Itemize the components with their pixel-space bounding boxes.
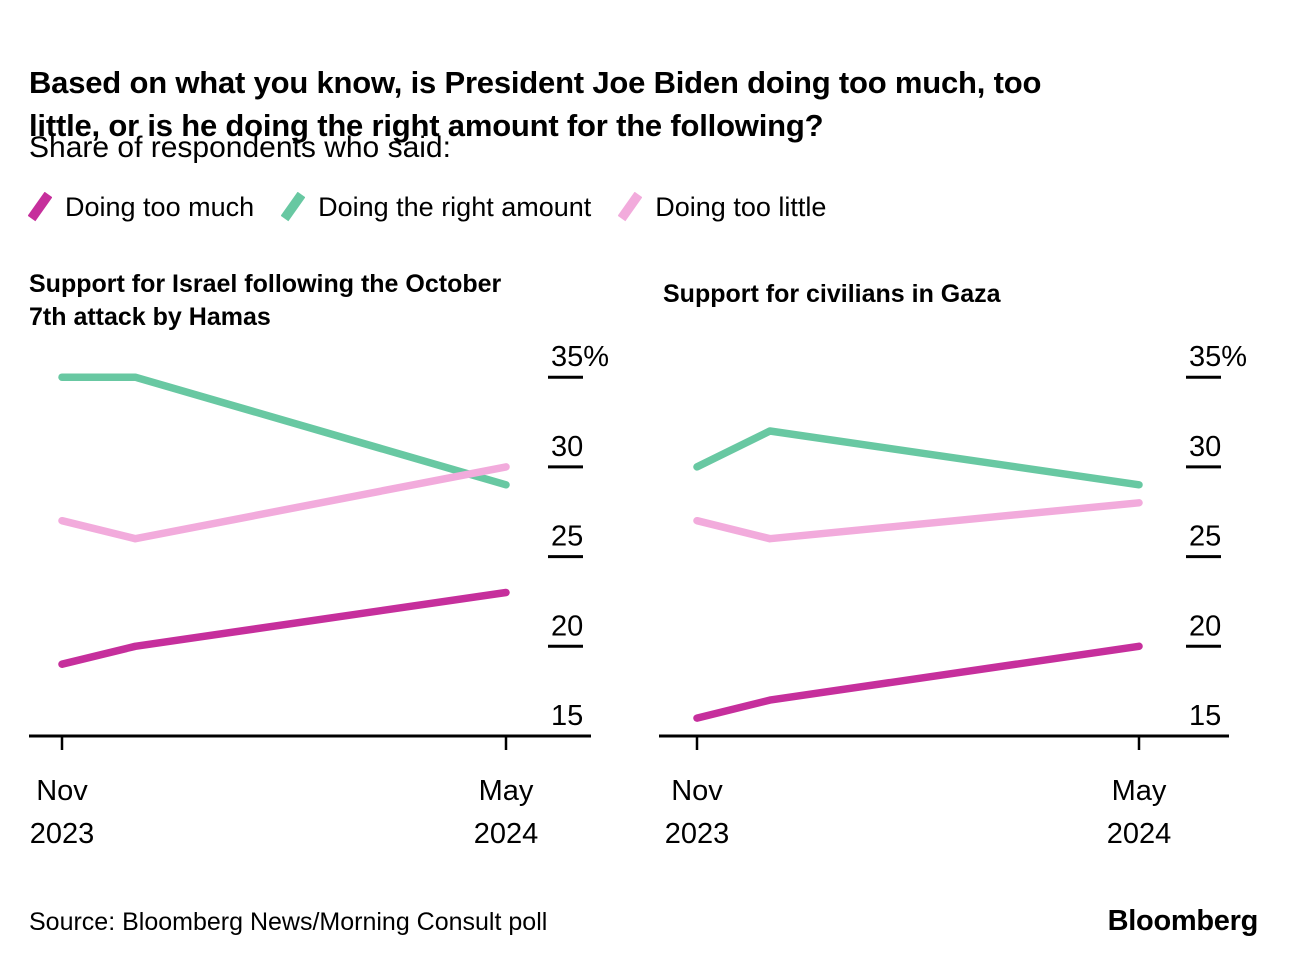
figure-subtitle: Share of respondents who said: — [29, 131, 451, 164]
series-line-doing-the-right-amount — [693, 427, 1143, 489]
figure-title-line: Based on what you know, is President Joe… — [29, 64, 1042, 100]
legend-slash-icon — [618, 192, 643, 222]
y-axis-label: 15 — [551, 700, 583, 732]
source-credit: Source: Bloomberg News/Morning Consult p… — [29, 908, 548, 936]
y-axis-label: 35% — [551, 341, 609, 373]
series-line-doing-too-much — [58, 588, 510, 668]
x-axis-label: 2024 — [1107, 818, 1172, 850]
legend-item-doing-too-little: Doing too little — [618, 191, 826, 223]
x-axis-label: May — [479, 775, 534, 807]
y-axis-label: 20 — [1189, 610, 1221, 642]
chart-title-israel: Support for Israel following the October… — [29, 268, 609, 334]
legend-item-doing-too-much: Doing too much — [28, 191, 254, 223]
chart-title-gaza: Support for civilians in Gaza — [663, 278, 1243, 311]
chart-title-line: Support for Israel following the October — [29, 270, 502, 298]
x-axis-label: Nov — [36, 775, 88, 807]
series-line-doing-too-little — [693, 499, 1143, 543]
y-axis-label: 15 — [1189, 700, 1221, 732]
y-axis-label: 25 — [551, 521, 583, 553]
series-line-doing-too-little — [58, 463, 510, 543]
series-line-doing-the-right-amount — [58, 373, 510, 489]
x-axis-label: May — [1112, 775, 1167, 807]
y-axis-label: 35% — [1189, 341, 1247, 373]
legend-item-doing-the-right-amount: Doing the right amount — [281, 191, 591, 223]
x-axis-label: Nov — [671, 775, 723, 807]
figure-title: Based on what you know, is President Joe… — [29, 61, 1269, 147]
legend-label: Doing too much — [65, 192, 255, 222]
bloomberg-logo: Bloomberg — [1107, 905, 1259, 937]
y-axis-label: 20 — [551, 610, 583, 642]
figure-title-line: little, or is he doing the right amount … — [29, 107, 824, 143]
chart-title-line: 7th attack by Hamas — [29, 303, 271, 331]
y-axis-label: 30 — [1189, 431, 1221, 463]
x-axis-label: 2024 — [474, 818, 539, 850]
legend-slash-icon — [281, 192, 306, 222]
legend-label: Doing too little — [655, 192, 827, 222]
x-axis-label: 2023 — [665, 818, 730, 850]
series-line-doing-too-much — [693, 642, 1143, 722]
legend: Doing too much Doing the right amount Doin… — [28, 191, 826, 223]
chart-title-line: Support for civilians in Gaza — [663, 280, 1001, 308]
legend-slash-icon — [28, 192, 52, 222]
y-axis-label: 25 — [1189, 521, 1221, 553]
y-axis-label: 30 — [551, 431, 583, 463]
legend-label: Doing the right amount — [318, 192, 592, 222]
x-axis-label: 2023 — [30, 818, 95, 850]
